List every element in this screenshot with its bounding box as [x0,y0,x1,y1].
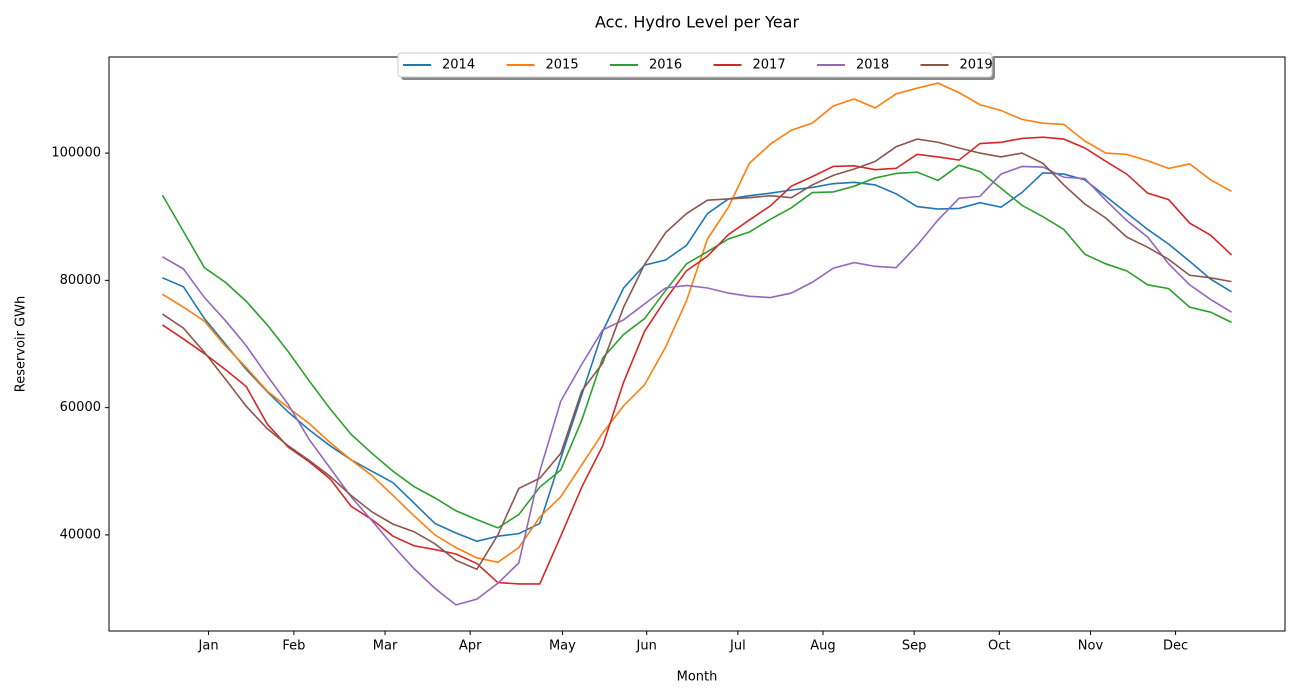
series-line [162,82,1232,564]
series-line [162,165,1232,606]
x-tick-label: May [549,639,576,654]
x-tick-label: Jun [636,639,657,654]
legend-label: 2018 [856,58,889,73]
series-line [161,164,1232,529]
legend-label: 2019 [960,58,993,73]
legend-label: 2014 [442,58,475,73]
y-tick-label: 60000 [60,400,101,415]
y-tick-label: 100000 [51,146,101,161]
y-tick-label: 80000 [60,273,101,288]
legend-label: 2015 [546,58,579,73]
series-line [162,136,1233,585]
x-tick-label: Nov [1078,639,1104,654]
x-axis-label: Month [677,670,718,685]
x-tick-label: Jul [729,639,746,654]
x-tick-label: Apr [459,639,482,654]
x-tick-label: Jan [198,639,219,654]
series-line [162,138,1232,571]
x-tick-label: Oct [988,639,1010,654]
x-tick-label: Sep [902,639,927,654]
x-tick-label: Feb [282,639,305,654]
x-tick-label: Mar [373,639,398,654]
legend-frame [397,52,993,78]
y-axis-label: Reservoir GWh [14,296,29,392]
series-line [162,172,1232,543]
plot-frame [108,56,1286,632]
x-tick-label: Aug [810,639,835,654]
legend: 2014 2015 2016 2017 2018 2019 [397,52,995,80]
y-tick-label: 40000 [60,527,101,542]
chart-title: Acc. Hydro Level per Year [595,13,799,32]
legend-label: 2016 [649,58,682,73]
legend-label: 2017 [753,58,786,73]
x-tick-label: Dec [1163,639,1188,654]
